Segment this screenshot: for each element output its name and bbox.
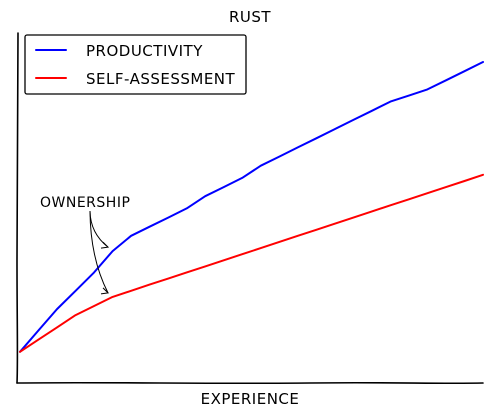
legend: PRODUCTIVITY SELF-ASSESSMENT — [24, 34, 247, 95]
x-axis-label: EXPERIENCE — [201, 390, 300, 408]
annotation-group: OWNERSHIP — [40, 195, 130, 295]
legend-label-self-assessment: SELF-ASSESSMENT — [86, 70, 236, 88]
annotation-arrowhead-1 — [100, 241, 110, 249]
series-line-productivity — [19, 61, 484, 353]
legend-label-productivity: PRODUCTIVITY — [86, 42, 203, 60]
chart-title: RUST — [229, 8, 271, 26]
legend-box — [24, 34, 247, 95]
series-line-self-assessment — [19, 173, 484, 353]
annotation-ownership: OWNERSHIP — [40, 195, 130, 211]
y-axis-line — [16, 32, 19, 384]
x-axis-line — [16, 381, 484, 385]
annotation-arrowhead-2 — [100, 287, 110, 295]
annotation-arrow-2 — [89, 210, 109, 294]
series-group — [19, 61, 484, 353]
